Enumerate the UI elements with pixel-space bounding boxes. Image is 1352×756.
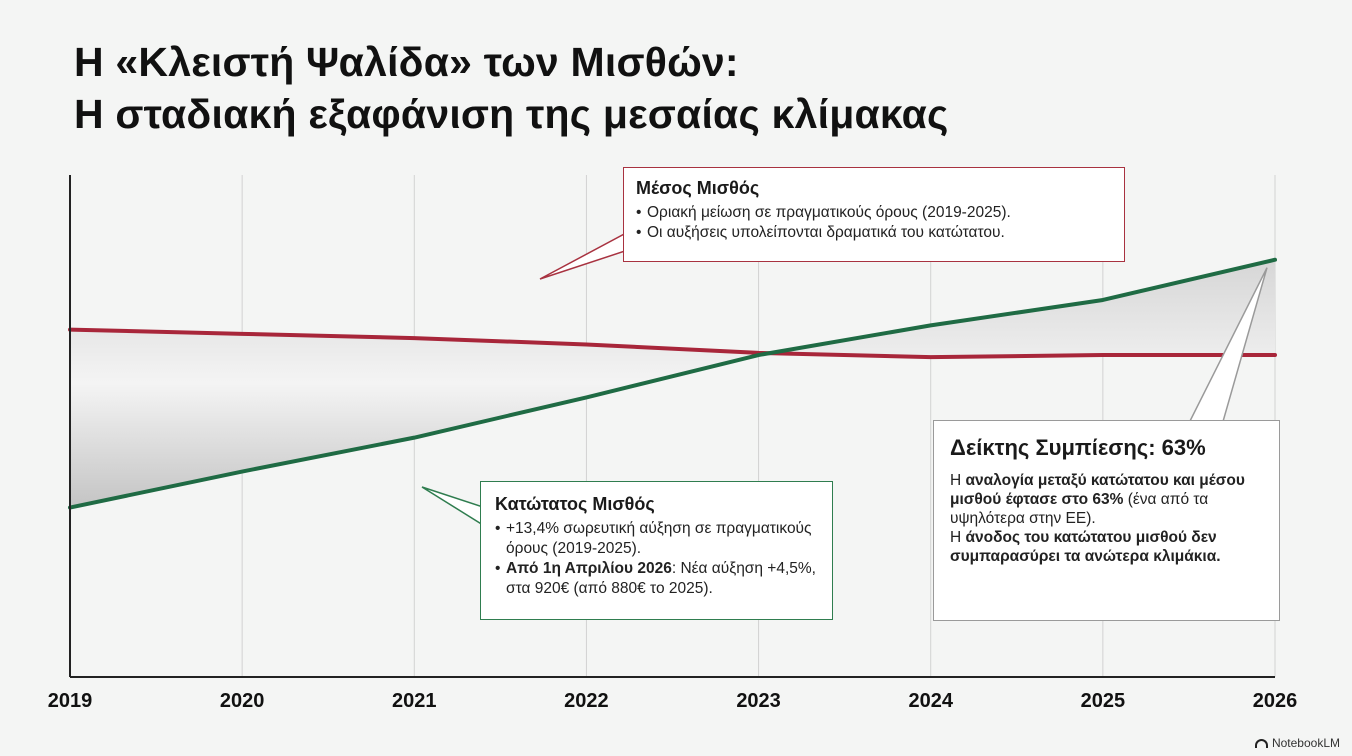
avg-callout-pointer: [539, 230, 629, 280]
compression-callout-title: Δείκτης Συμπίεσης: 63%: [950, 435, 1206, 460]
compression-callout: Δείκτης Συμπίεσης: 63% Η αναλογία μεταξύ…: [933, 420, 1280, 621]
avg-callout-item-1: Οριακή μείωση σε πραγματικούς όρους (201…: [636, 203, 1112, 223]
min-wage-line: [68, 257, 1277, 510]
x-tick-label-2021: 2021: [392, 690, 437, 712]
min-callout-title: Κατώτατος Μισθός: [495, 494, 655, 514]
notebooklm-logo-icon: [1254, 738, 1268, 748]
title-line-2: Η σταδιακή εξαφάνιση της μεσαίας κλίμακα…: [74, 91, 949, 137]
x-tick-label-2025: 2025: [1081, 690, 1126, 712]
comp-p1-rest: (ένα από τα υψηλότερα στην ΕΕ).: [950, 491, 1209, 527]
min-callout-item-2-bold: Από 1η Απριλίου 2026: [506, 560, 672, 577]
notebooklm-watermark: NotebookLM: [1254, 736, 1340, 750]
min-callout-item-2-rest: : Νέα αύξηση +4,5%, στα 920€ (από 880€ τ…: [506, 560, 816, 597]
min-wage-callout: Κατώτατος Μισθός +13,4% σωρευτική αύξηση…: [480, 481, 833, 620]
title-line-1: Η «Κλειστή Ψαλίδα» των Μισθών:: [74, 39, 739, 85]
comp-p2-pre: Η: [950, 529, 966, 546]
watermark-text: NotebookLM: [1271, 736, 1340, 750]
min-callout-item-1: +13,4% σωρευτική αύξηση σε πραγματικούς …: [495, 519, 818, 559]
avg-callout-title: Μέσος Μισθός: [636, 178, 760, 198]
min-callout-item-2: Από 1η Απριλίου 2026: Νέα αύξηση +4,5%, …: [495, 559, 818, 599]
x-tick-label-2020: 2020: [220, 690, 265, 712]
compression-callout-text: Η αναλογία μεταξύ κατώτατου και μέσου μι…: [950, 471, 1263, 566]
chart-title: Η «Κλειστή Ψαλίδα» των Μισθών: Η σταδιακ…: [74, 36, 949, 140]
avg-callout-item-2: Οι αυξήσεις υπολείπονται δραματικά του κ…: [636, 223, 1112, 243]
x-tick-label-2019: 2019: [48, 690, 93, 712]
x-tick-label-2026: 2026: [1253, 690, 1298, 712]
comp-p2-bold: άνοδος του κατώτατου μισθού δεν συμπαρασ…: [950, 529, 1221, 565]
avg-wage-callout: Μέσος Μισθός Οριακή μείωση σε πραγματικο…: [623, 167, 1125, 262]
comp-p1-bold: αναλογία μεταξύ κατώτατου και μέσου μισθ…: [950, 472, 1245, 508]
comp-p1-pre: Η: [950, 472, 966, 489]
min-callout-pointer: [421, 486, 484, 527]
avg-wage-line: [68, 327, 1277, 360]
x-tick-label-2023: 2023: [736, 690, 781, 712]
x-tick-label-2024: 2024: [908, 690, 953, 712]
x-tick-label-2022: 2022: [564, 690, 609, 712]
